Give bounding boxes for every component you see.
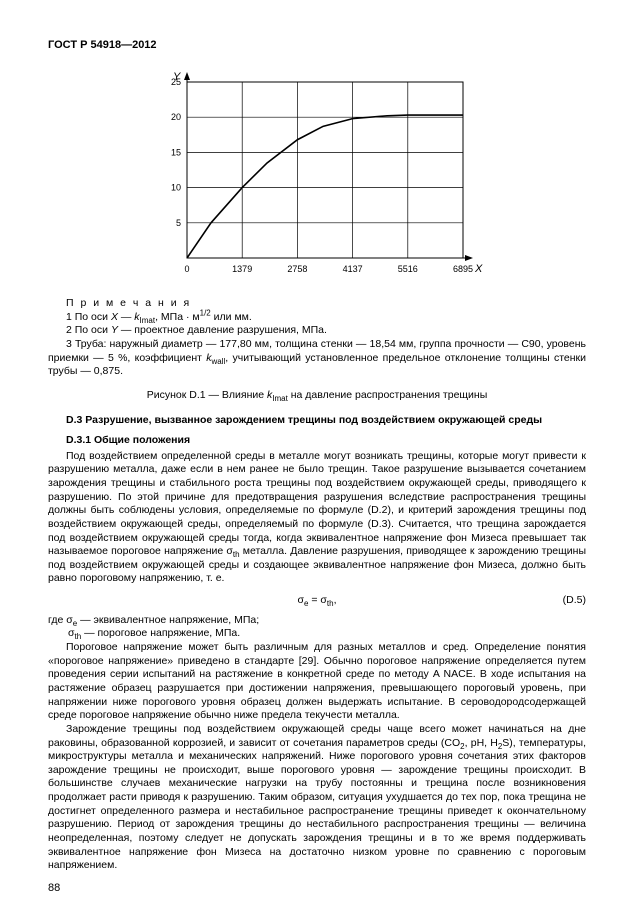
svg-text:X: X [474, 263, 483, 275]
section-d31-title: D.3.1 Общие положения [48, 434, 586, 448]
paragraph-2: Пороговое напряжение может быть различны… [48, 641, 586, 723]
svg-text:5516: 5516 [398, 264, 418, 274]
svg-text:1379: 1379 [232, 264, 252, 274]
equation-number: (D.5) [563, 594, 586, 608]
figure-notes: П р и м е ч а н и я 1 По оси X — kImat, … [48, 297, 586, 379]
note-2: 2 По оси Y — проектное давление разрушен… [48, 324, 586, 338]
svg-text:5: 5 [176, 218, 181, 228]
figure-caption: Рисунок D.1 — Влияние kImat на давление … [48, 389, 586, 403]
chart-svg: 013792758413755166895510152025YX [147, 66, 487, 286]
svg-text:10: 10 [171, 183, 181, 193]
paragraph-3: Зарождение трещины под воздействием окру… [48, 723, 586, 873]
note-3: 3 Труба: наружный диаметр — 177,80 мм, т… [48, 338, 586, 379]
paragraph-1: Под воздействием определенной среды в ме… [48, 450, 586, 586]
svg-text:6895: 6895 [453, 264, 473, 274]
svg-text:Y: Y [173, 71, 181, 83]
doc-header: ГОСТ Р 54918—2012 [48, 38, 586, 52]
chart-figure: 013792758413755166895510152025YX [48, 66, 586, 291]
notes-heading: П р и м е ч а н и я [66, 297, 191, 309]
equation-d5: σe = σth, (D.5) [48, 594, 586, 608]
svg-text:2758: 2758 [287, 264, 307, 274]
svg-text:20: 20 [171, 112, 181, 122]
page-number: 88 [48, 881, 60, 895]
where-block: где σe — эквивалентное напряжение, МПа; … [48, 614, 586, 641]
svg-text:15: 15 [171, 148, 181, 158]
svg-text:0: 0 [184, 264, 189, 274]
section-d3-title: D.3 Разрушение, вызванное зарождением тр… [48, 414, 586, 428]
note-1: 1 По оси X — kImat, МПа · м1/2 или мм. [48, 311, 586, 325]
svg-text:4137: 4137 [343, 264, 363, 274]
